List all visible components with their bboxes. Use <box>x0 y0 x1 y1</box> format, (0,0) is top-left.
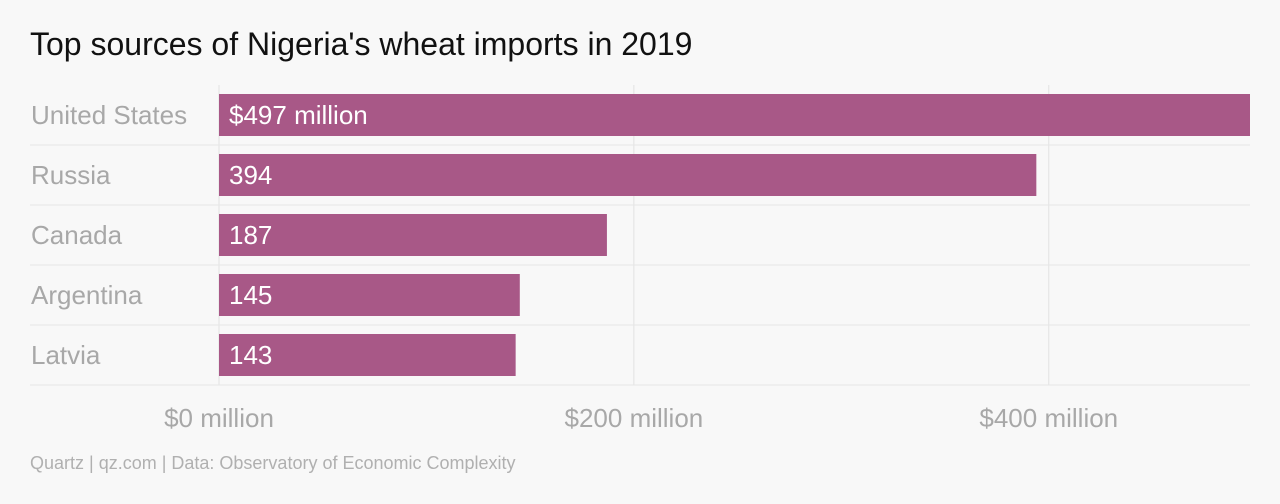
category-label: Latvia <box>31 340 101 370</box>
category-label: Russia <box>31 160 111 190</box>
data-label: $497 million <box>229 100 368 130</box>
bar <box>219 274 520 316</box>
bar <box>219 94 1250 136</box>
chart-title: Top sources of Nigeria's wheat imports i… <box>30 26 693 62</box>
category-label: Argentina <box>31 280 143 310</box>
x-tick-label: $400 million <box>979 403 1118 433</box>
bar <box>219 214 607 256</box>
bar <box>219 154 1037 196</box>
source-note: Quartz | qz.com | Data: Observatory of E… <box>30 453 516 473</box>
x-tick-label: $200 million <box>565 403 704 433</box>
data-label: 145 <box>229 280 272 310</box>
data-label: 187 <box>229 220 272 250</box>
category-label: Canada <box>31 220 123 250</box>
category-label: United States <box>31 100 187 130</box>
bar <box>219 334 516 376</box>
data-label: 143 <box>229 340 272 370</box>
data-label: 394 <box>229 160 272 190</box>
x-tick-label: $0 million <box>164 403 274 433</box>
